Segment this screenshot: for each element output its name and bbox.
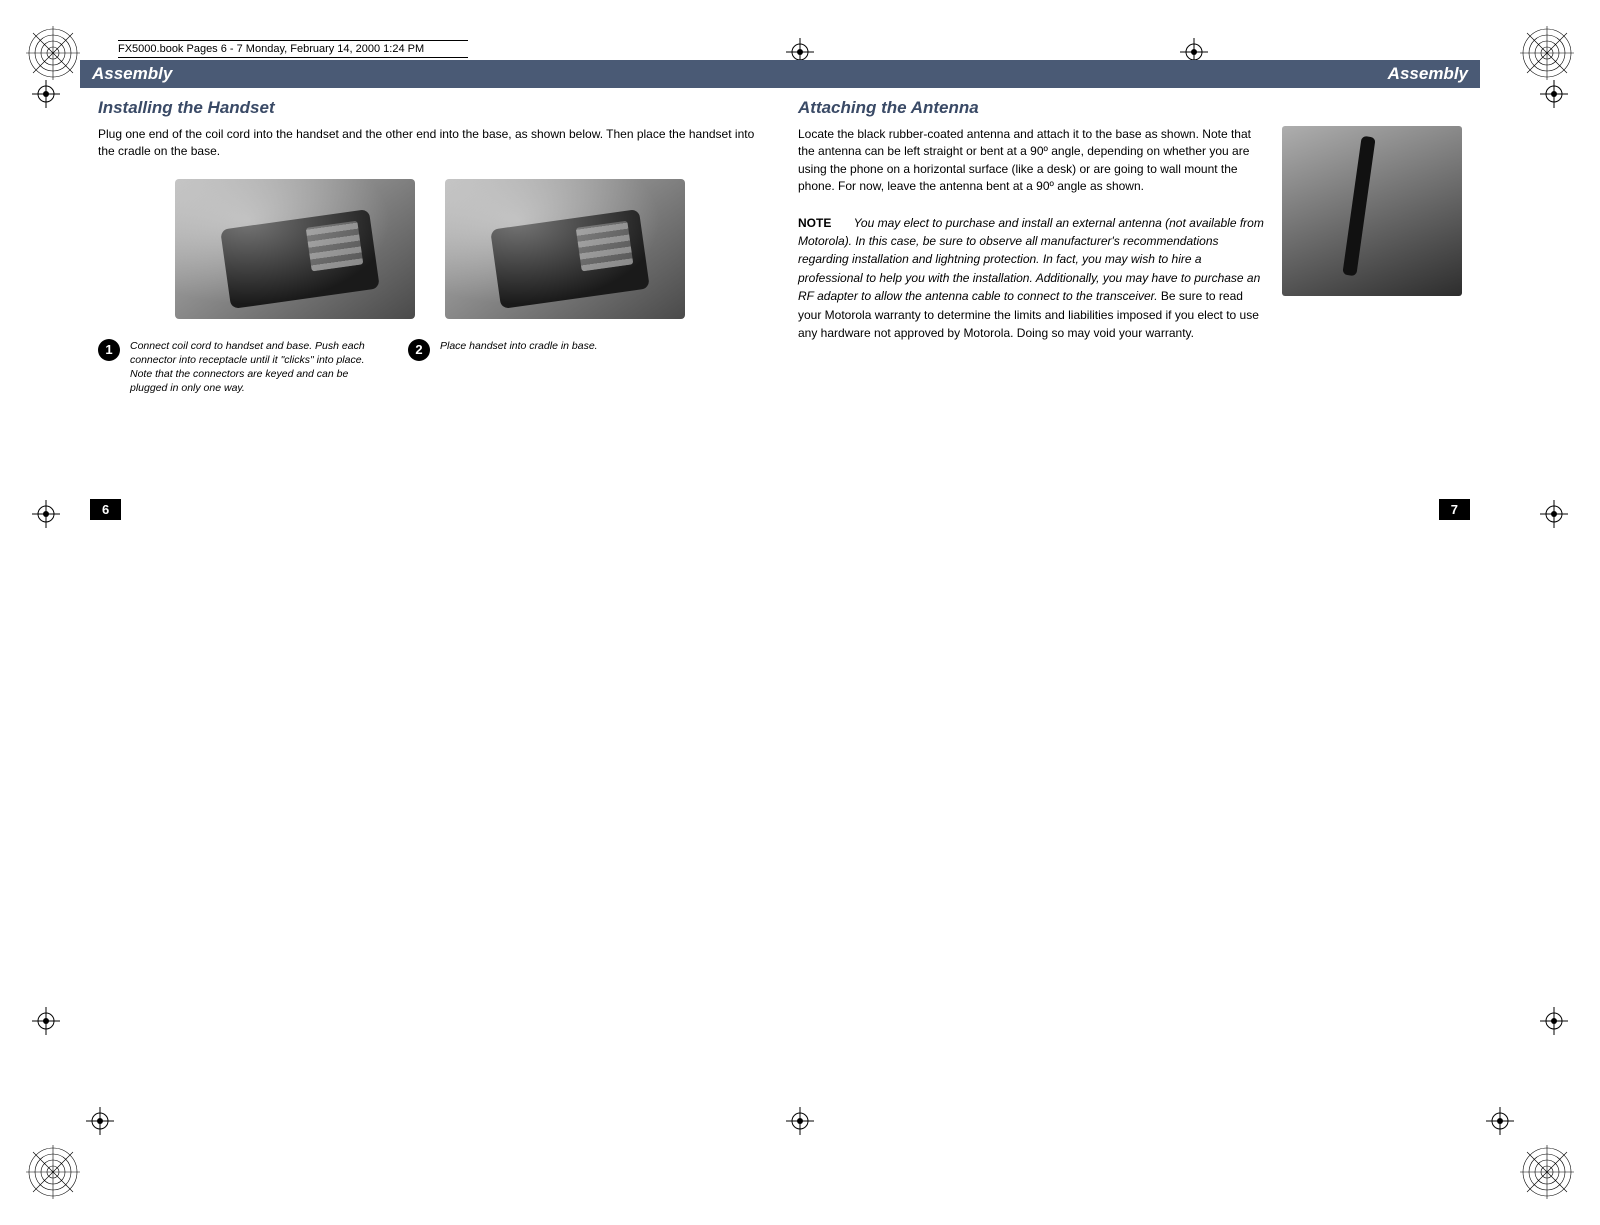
reg-mark [1540, 500, 1568, 528]
reg-mark [32, 500, 60, 528]
right-page-number: 7 [1439, 499, 1470, 520]
reg-mark [86, 1107, 114, 1135]
reg-mark [1540, 1007, 1568, 1035]
antenna-image [1282, 126, 1462, 296]
reg-mark [1486, 1107, 1514, 1135]
note-block: NOTE You may elect to purchase and insta… [798, 214, 1266, 343]
page-spread: Assembly Installing the Handset Plug one… [80, 60, 1480, 490]
handset-image-1 [175, 179, 415, 319]
left-intro-text: Plug one end of the coil cord into the h… [98, 126, 762, 161]
note-spacer [836, 214, 849, 231]
book-file-header: FX5000.book Pages 6 - 7 Monday, February… [118, 40, 468, 58]
left-section-title: Installing the Handset [98, 98, 762, 118]
right-page-header: Assembly [780, 60, 1480, 88]
reg-mark [32, 80, 60, 108]
step-2: 2 Place handset into cradle in base. [408, 339, 598, 396]
left-page-header: Assembly [80, 60, 780, 88]
step-text: Place handset into cradle in base. [440, 339, 598, 353]
right-header-text: Assembly [1388, 64, 1468, 84]
reg-mark [32, 1007, 60, 1035]
left-page-number: 6 [90, 499, 121, 520]
step-1: 1 Connect coil cord to handset and base.… [98, 339, 380, 396]
left-page: Assembly Installing the Handset Plug one… [80, 60, 780, 490]
step-badge: 1 [98, 339, 120, 361]
radial-mark-tl [26, 26, 80, 80]
antenna-block: Locate the black rubber-coated antenna a… [798, 126, 1462, 342]
steps-row: 1 Connect coil cord to handset and base.… [98, 339, 762, 396]
reg-mark [1540, 80, 1568, 108]
radial-mark-br [1520, 1145, 1574, 1199]
right-page: Assembly Attaching the Antenna Locate th… [780, 60, 1480, 490]
left-header-text: Assembly [92, 64, 172, 84]
step-badge: 2 [408, 339, 430, 361]
radial-mark-tr [1520, 26, 1574, 80]
step-text: Connect coil cord to handset and base. P… [130, 339, 380, 396]
note-label: NOTE [798, 216, 831, 230]
radial-mark-bl [26, 1145, 80, 1199]
handset-images-row [98, 179, 762, 319]
antenna-intro: Locate the black rubber-coated antenna a… [798, 126, 1266, 196]
handset-image-2 [445, 179, 685, 319]
reg-mark-center-bottom [786, 1107, 814, 1135]
right-section-title: Attaching the Antenna [798, 98, 1462, 118]
